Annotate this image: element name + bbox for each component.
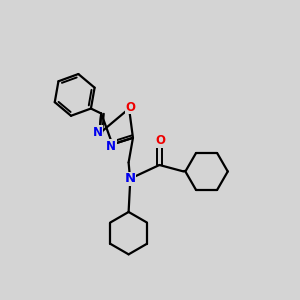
Text: N: N — [124, 172, 136, 185]
Text: O: O — [125, 101, 135, 114]
Text: N: N — [93, 126, 103, 139]
Text: O: O — [156, 134, 166, 147]
Text: N: N — [106, 140, 116, 153]
